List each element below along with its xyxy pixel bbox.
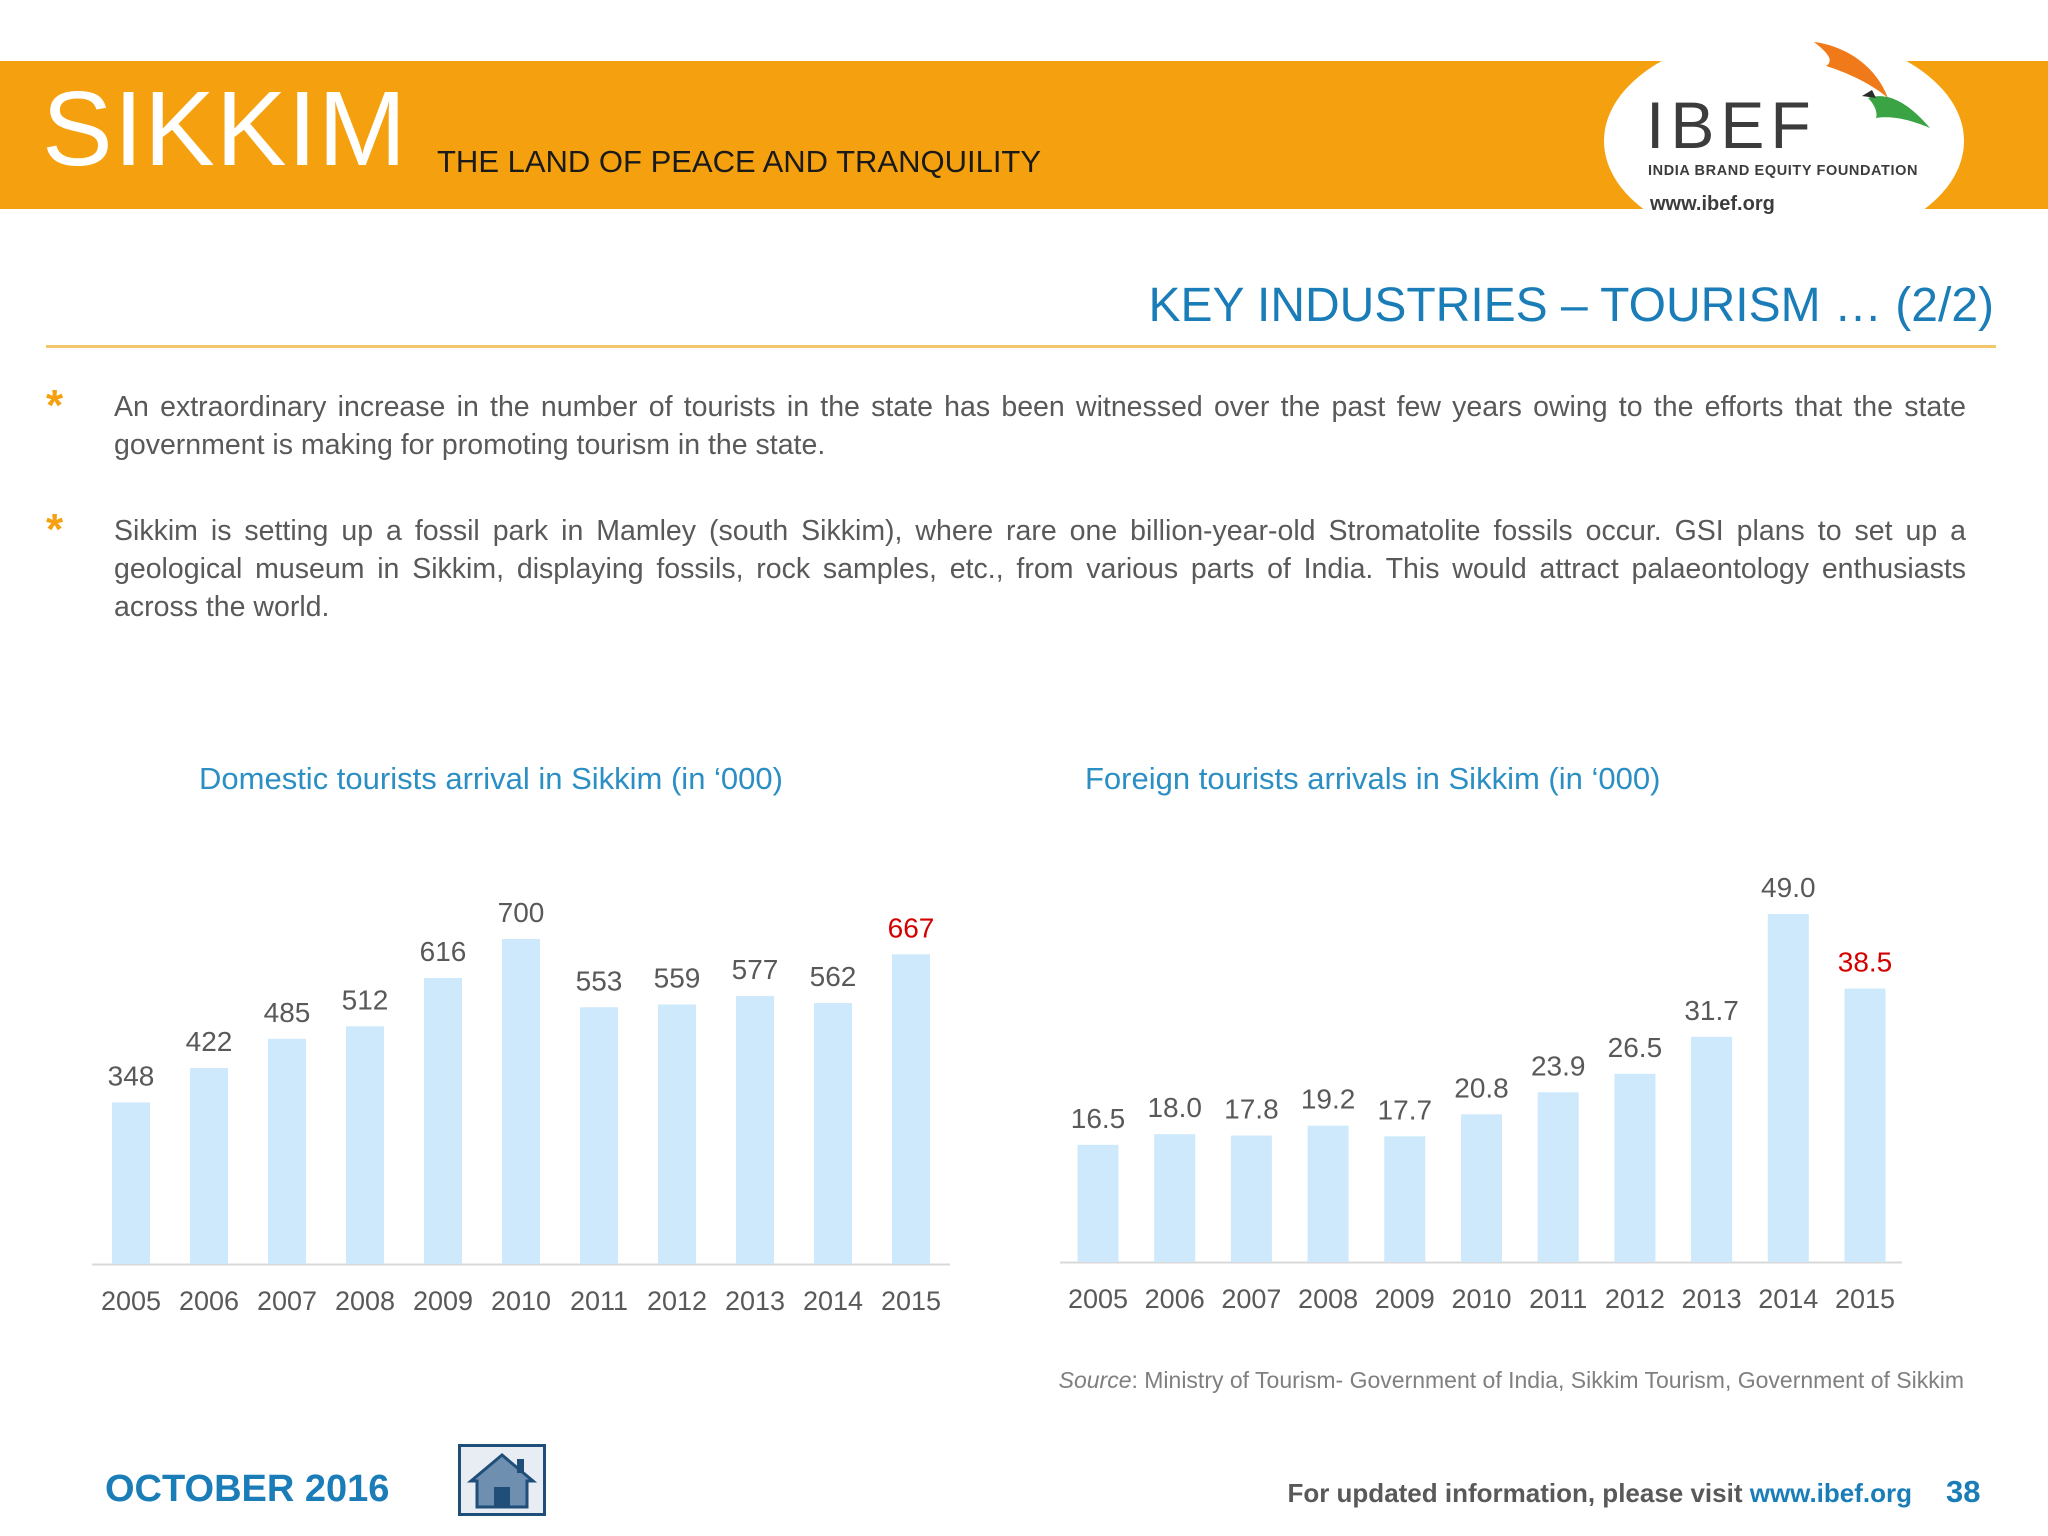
- footer-visit-text: For updated information, please visit: [1287, 1478, 1750, 1508]
- bar-2006: [190, 1068, 228, 1264]
- ibef-logo[interactable]: [1604, 32, 1964, 250]
- bar-2014: [814, 1003, 852, 1264]
- footer-visit: For updated information, please visit ww…: [1287, 1480, 1912, 1506]
- footer-date: OCTOBER 2016: [105, 1468, 390, 1510]
- data-label-2007: 485: [264, 997, 311, 1028]
- bar-2007: [1230, 1135, 1272, 1262]
- data-label-2006: 18.0: [1147, 1092, 1202, 1123]
- data-label-2010: 700: [498, 897, 545, 928]
- bar-2013: [736, 996, 774, 1264]
- data-label-2006: 422: [186, 1026, 233, 1057]
- data-label-2015: 38.5: [1838, 947, 1893, 978]
- home-button[interactable]: [458, 1444, 546, 1516]
- source-text: : Ministry of Tourism- Government of Ind…: [1131, 1367, 1964, 1393]
- bar-2010: [1461, 1114, 1502, 1262]
- data-label-2008: 512: [342, 984, 389, 1015]
- state-tagline: THE LAND OF PEACE AND TRANQUILITY: [437, 144, 1042, 179]
- source-note: Source: Ministry of Tourism- Government …: [1059, 1369, 1964, 1392]
- logo-url[interactable]: www.ibef.org: [1650, 193, 1775, 215]
- data-label-2008: 19.2: [1301, 1084, 1356, 1115]
- tick-label-2015: 2015: [1835, 1284, 1895, 1314]
- data-label-2014: 562: [810, 961, 857, 992]
- asterisk-bullet-icon: *: [46, 505, 64, 554]
- asterisk-bullet-icon: *: [46, 381, 64, 430]
- source-label: Source: [1058, 1367, 1132, 1393]
- bar-2005: [1077, 1144, 1119, 1262]
- bar-2008: [1307, 1125, 1349, 1262]
- foreign-chart-title: Foreign tourists arrivals in Sikkim (in …: [1085, 761, 1661, 796]
- data-label-2013: 577: [732, 954, 779, 985]
- data-label-2012: 559: [654, 962, 701, 993]
- section-title: KEY INDUSTRIES – TOURISM … (2/2): [1148, 279, 1994, 332]
- tick-label-2010: 2010: [491, 1286, 551, 1316]
- home-icon: [466, 1453, 538, 1509]
- tick-label-2011: 2011: [1529, 1284, 1587, 1314]
- tick-label-2014: 2014: [1758, 1284, 1818, 1314]
- data-label-2015: 667: [888, 912, 935, 943]
- data-label-2011: 553: [576, 965, 623, 996]
- tick-label-2013: 2013: [1682, 1284, 1742, 1314]
- data-label-2010: 20.8: [1454, 1072, 1509, 1103]
- data-label-2005: 348: [108, 1060, 155, 1091]
- data-label-2009: 616: [420, 936, 467, 967]
- bar-2006: [1154, 1134, 1196, 1262]
- tick-label-2005: 2005: [101, 1286, 161, 1316]
- bar-2011: [1537, 1092, 1579, 1262]
- bar-2015: [1844, 988, 1886, 1262]
- bullet-text: Sikkim is setting up a fossil park in Ma…: [114, 515, 1966, 623]
- data-label-2013: 31.7: [1684, 995, 1739, 1026]
- bullet-point: * Sikkim is setting up a fossil park in …: [46, 508, 1966, 626]
- data-label-2007: 17.8: [1224, 1094, 1279, 1125]
- tick-label-2012: 2012: [647, 1286, 707, 1316]
- page-number: 38: [1946, 1474, 1981, 1509]
- logo-wordmark: IBEF: [1646, 88, 1817, 162]
- tick-label-2007: 2007: [1221, 1284, 1281, 1314]
- bar-2014: [1767, 914, 1809, 1262]
- title-divider: [46, 345, 1996, 348]
- tick-label-2005: 2005: [1068, 1284, 1128, 1314]
- data-label-2011: 23.9: [1531, 1050, 1586, 1081]
- data-label-2009: 17.7: [1378, 1094, 1433, 1125]
- data-label-2014: 49.0: [1761, 872, 1816, 903]
- domestic-chart-title: Domestic tourists arrival in Sikkim (in …: [199, 761, 783, 796]
- bar-2008: [346, 1026, 384, 1264]
- data-label-2012: 26.5: [1608, 1032, 1663, 1063]
- bar-2009: [1384, 1136, 1426, 1262]
- bar-2007: [268, 1038, 306, 1264]
- bar-2013: [1691, 1036, 1733, 1262]
- bar-2005: [112, 1102, 150, 1264]
- tick-label-2011: 2011: [570, 1286, 628, 1316]
- state-name: SIKKIM: [42, 70, 408, 188]
- footer-link[interactable]: www.ibef.org: [1749, 1478, 1912, 1508]
- bar-2015: [892, 954, 930, 1264]
- tick-label-2014: 2014: [803, 1286, 863, 1316]
- data-label-2005: 16.5: [1071, 1103, 1126, 1134]
- bar-2012: [1614, 1073, 1656, 1262]
- tick-label-2006: 2006: [1145, 1284, 1205, 1314]
- bird-logo-icon: [1814, 42, 1930, 128]
- tick-label-2012: 2012: [1605, 1284, 1665, 1314]
- bullet-text: An extraordinary increase in the number …: [114, 391, 1966, 461]
- bar-2010: [502, 939, 540, 1264]
- bar-2009: [424, 978, 462, 1264]
- tick-label-2015: 2015: [881, 1286, 941, 1316]
- tick-label-2006: 2006: [179, 1286, 239, 1316]
- tick-label-2007: 2007: [257, 1286, 317, 1316]
- logo-subtitle: INDIA BRAND EQUITY FOUNDATION: [1648, 163, 1919, 179]
- tick-label-2013: 2013: [725, 1286, 785, 1316]
- bar-2012: [658, 1004, 696, 1264]
- tick-label-2009: 2009: [413, 1286, 473, 1316]
- bullet-point: * An extraordinary increase in the numbe…: [46, 384, 1966, 464]
- tick-label-2008: 2008: [1298, 1284, 1358, 1314]
- bar-2011: [580, 1007, 618, 1264]
- tick-label-2009: 2009: [1375, 1284, 1435, 1314]
- tick-label-2010: 2010: [1451, 1284, 1511, 1314]
- tick-label-2008: 2008: [335, 1286, 395, 1316]
